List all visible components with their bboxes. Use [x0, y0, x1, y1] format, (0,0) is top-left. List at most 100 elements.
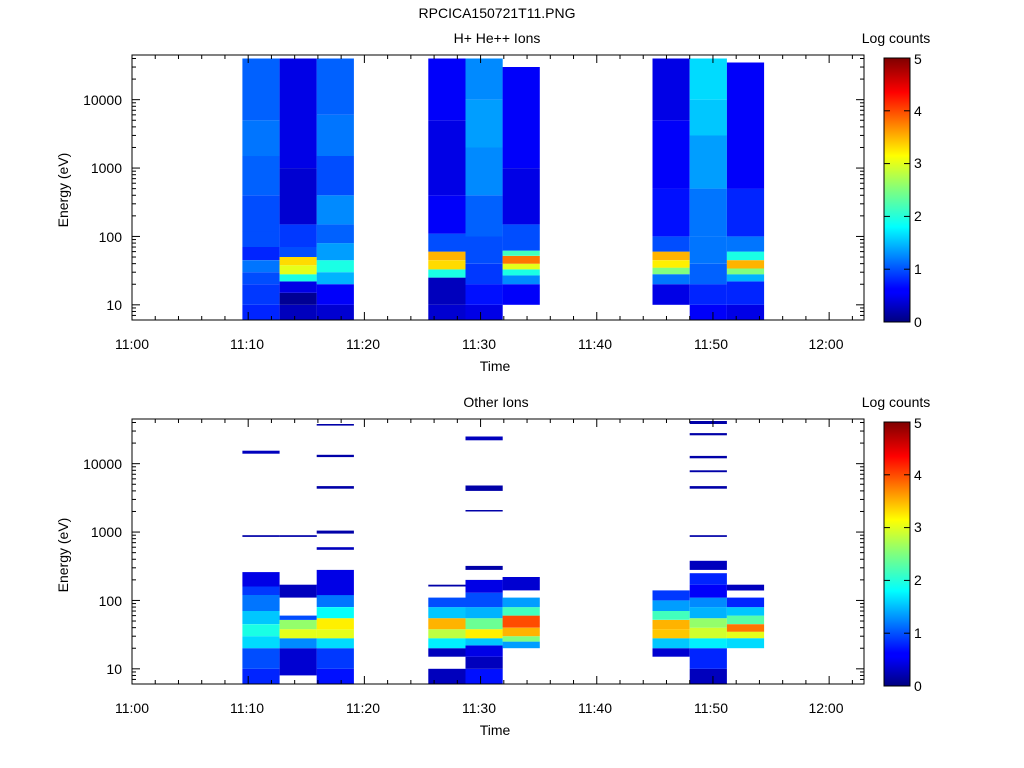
heatmap-cell: [689, 236, 727, 264]
heatmap-cell: [465, 629, 503, 639]
heatmap-cell: [652, 120, 690, 189]
heatmap-cell: [316, 595, 354, 607]
heatmap-cell: [726, 638, 765, 649]
heatmap-cell: [465, 668, 503, 684]
heatmap-cell: [502, 224, 540, 251]
heatmap-cell: [242, 586, 280, 595]
heatmap-cell: [279, 648, 317, 676]
heatmap-cell: [316, 547, 354, 550]
heatmap-cell: [428, 638, 466, 649]
heatmap-cell: [279, 274, 317, 282]
xtick-label: 11:30: [462, 336, 496, 352]
heatmap-cell: [465, 263, 503, 285]
heatmap-cell: [242, 272, 280, 285]
heatmap-cell: [689, 618, 727, 628]
heatmap-cell: [279, 615, 317, 620]
heatmap-cell: [279, 619, 317, 630]
heatmap-cell: [316, 114, 354, 156]
heatmap-cell: [652, 284, 690, 305]
colorbar: 0 1 2 3 4 5: [883, 415, 922, 694]
heatmap-cell: [465, 58, 503, 100]
heatmap-cell: [726, 260, 765, 269]
xtick-label: 11:20: [346, 336, 380, 352]
heatmap-cell: [652, 236, 690, 252]
heatmap-cell: [726, 615, 765, 625]
figure-title: RPCICA150721T11.PNG: [419, 5, 576, 21]
heatmap-cell: [502, 250, 540, 256]
heatmap-cell: [316, 224, 354, 244]
heatmap-cell: [279, 58, 317, 169]
colorbar-tick-label: 5: [914, 415, 922, 431]
heatmap-cell: [242, 648, 280, 669]
colorbar-tick-label: 5: [914, 51, 922, 67]
heatmap-cell: [689, 304, 727, 320]
xtick-label: 11:30: [462, 700, 496, 716]
colorbar-gradient: [883, 57, 911, 323]
colorbar-tick-label: 1: [914, 261, 922, 277]
heatmap-cell: [242, 572, 280, 587]
heatmap-cell: [726, 62, 765, 189]
heatmap-cell: [502, 168, 540, 225]
heatmap-cell: [316, 648, 354, 669]
heatmap-cell: [279, 292, 317, 305]
heatmap-cell: [428, 584, 466, 587]
heatmap-cell: [428, 277, 466, 305]
xtick-label: 11:00: [115, 336, 149, 352]
colorbar-ticks: [884, 57, 910, 323]
xtick-label: 11:50: [694, 700, 728, 716]
xtick-label: 12:00: [808, 336, 843, 352]
heatmap-cell: [242, 668, 280, 684]
heatmap-cell: [689, 668, 727, 684]
heatmap-cell: [465, 147, 503, 196]
heatmap-cell: [502, 607, 540, 616]
heatmap-cell: [465, 485, 503, 491]
heatmap-cell: [465, 656, 503, 669]
colorbar-tick-label: 2: [914, 208, 922, 224]
heatmap-cell: [242, 450, 280, 454]
heatmap-cell: [428, 251, 466, 261]
heatmap-cell: [279, 168, 317, 225]
xtick-label: 12:00: [808, 700, 843, 716]
heatmap-cell: [502, 627, 540, 637]
heatmap-cell: [689, 535, 727, 537]
heatmap-cell: [652, 619, 690, 630]
ytick-label: 10: [106, 661, 122, 677]
heatmap-cell: [689, 433, 727, 436]
heatmap-cell: [652, 648, 690, 657]
heatmap-cell: [242, 260, 280, 273]
colorbar-tick-label: 4: [914, 467, 922, 483]
heatmap-cell: [652, 260, 690, 268]
heatmap-cell: [316, 272, 354, 285]
heatmap-cell: [652, 58, 690, 121]
heatmap-cell: [465, 99, 503, 148]
colorbar-tick-label: 3: [914, 519, 922, 535]
colorbar-tick-label: 4: [914, 103, 922, 119]
heatmap-cell: [652, 600, 690, 611]
colorbar-tick-label: 0: [914, 314, 922, 330]
heatmap-cell: [689, 99, 727, 136]
heatmap-cell: [316, 454, 354, 458]
heatmap-cell: [428, 618, 466, 630]
heatmap-cell: [652, 611, 690, 620]
heatmap-cell: [726, 597, 765, 608]
xtick-label: 11:10: [230, 700, 264, 716]
colorbar-label: Log counts: [862, 30, 931, 46]
heatmap-cell: [502, 636, 540, 642]
axes: 10 100 1000 10000 11:00 11:10 11:20 11:3…: [55, 419, 864, 738]
heatmap-cell: [689, 188, 727, 237]
heatmap-cell: [726, 624, 765, 632]
heatmap-cell: [279, 265, 317, 275]
heatmap-cell: [428, 233, 466, 252]
heatmap-cell: [502, 597, 540, 608]
heatmap-cell: [652, 274, 690, 285]
heatmap-cell: [428, 269, 466, 278]
ytick-label: 10000: [83, 92, 122, 108]
heatmap-cell: [316, 260, 354, 273]
heatmap-cell: [689, 58, 727, 100]
heatmap-cell: [652, 188, 690, 237]
colorbar-tick-label: 1: [914, 625, 922, 641]
heatmap-cell: [279, 535, 317, 537]
heatmap-cells: [242, 58, 765, 320]
heatmap-cell: [465, 607, 503, 619]
